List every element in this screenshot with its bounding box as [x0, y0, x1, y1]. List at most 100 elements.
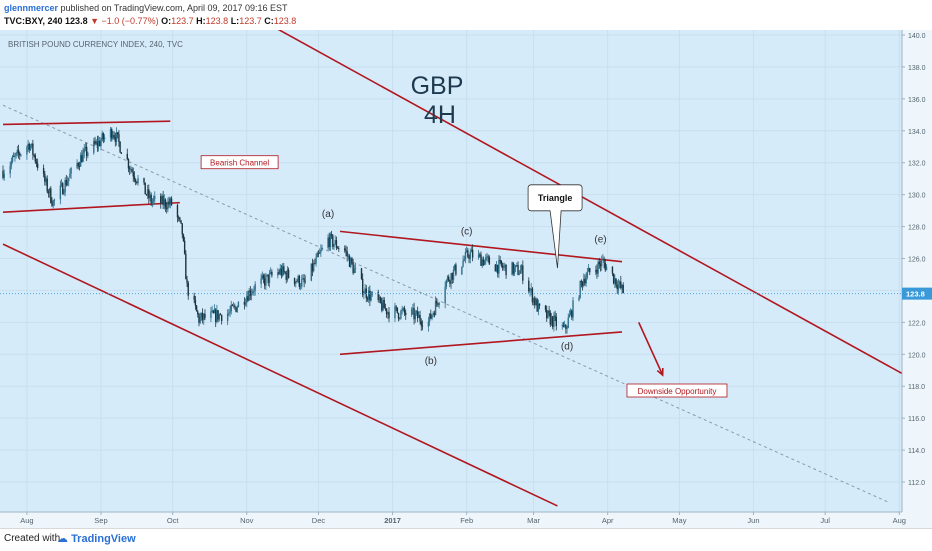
- last-price: 123.8: [65, 16, 88, 26]
- y-tick-label: 138.0: [908, 65, 926, 72]
- candle-body: [451, 273, 454, 280]
- candle-body: [219, 314, 222, 316]
- candle-body: [154, 196, 156, 200]
- x-tick-label: Apr: [602, 516, 614, 525]
- high-label: H:: [196, 16, 206, 26]
- candle-body: [377, 292, 379, 301]
- candle-body: [63, 192, 65, 195]
- author-link[interactable]: glennmercer: [4, 3, 59, 13]
- open-label: O:: [161, 16, 172, 26]
- symbol-label[interactable]: TVC:BXY, 240: [4, 16, 63, 26]
- candle-body: [329, 234, 332, 248]
- candle-body: [137, 178, 139, 184]
- callout-text: Triangle: [538, 193, 573, 203]
- candle-body: [581, 282, 584, 286]
- range-bottom-line[interactable]: [2, 201, 180, 214]
- candle-body: [228, 312, 230, 314]
- candle-body: [345, 250, 347, 252]
- candle-body: [60, 183, 63, 186]
- candle-body: [180, 220, 182, 224]
- candle-body: [333, 244, 335, 247]
- candle-body: [78, 166, 81, 167]
- time-axis[interactable]: [0, 512, 902, 528]
- candle-body: [586, 271, 589, 278]
- candle-body: [317, 252, 320, 254]
- open-value: 123.7: [171, 16, 194, 26]
- candle-body: [468, 256, 470, 259]
- candle-body: [498, 260, 500, 274]
- candle-body: [93, 140, 95, 153]
- candle-body: [15, 152, 17, 156]
- candle-body: [454, 264, 456, 270]
- candle-body: [549, 312, 552, 325]
- candle-body: [299, 286, 302, 288]
- candle-body: [446, 276, 449, 281]
- candle-body: [287, 269, 290, 278]
- candle-body: [604, 262, 606, 271]
- candle-body: [522, 265, 524, 281]
- candle-body: [617, 284, 620, 290]
- high-value: 123.8: [205, 16, 229, 26]
- candle-body: [277, 272, 279, 276]
- tradingview-logo[interactable]: ☁ TradingView: [57, 532, 136, 545]
- candle-body: [538, 303, 541, 306]
- candle-body: [254, 283, 256, 291]
- triangle-lower-line[interactable]: [339, 331, 623, 356]
- candle-body: [203, 313, 205, 320]
- tradingview-brand: TradingView: [71, 533, 136, 545]
- wave-label: (e): [594, 235, 606, 246]
- candle-body: [519, 270, 522, 274]
- candle-body: [44, 173, 46, 182]
- candle-body: [448, 276, 450, 281]
- triangle-callout[interactable]: Triangle: [527, 184, 583, 269]
- candle-body: [268, 273, 271, 283]
- candle-body: [513, 267, 516, 274]
- candle-body: [382, 299, 384, 311]
- x-tick-label: Nov: [240, 516, 254, 525]
- candle-body: [220, 315, 223, 322]
- candle-body: [347, 255, 350, 257]
- price-axis[interactable]: [902, 30, 932, 528]
- candle-body: [410, 309, 413, 315]
- annotation-box[interactable]: Downside Opportunity: [626, 383, 728, 398]
- candle-body: [313, 262, 315, 272]
- candle-body: [11, 156, 14, 162]
- candle-body: [99, 140, 101, 146]
- chart-header: glennmercer published on TradingView.com…: [0, 0, 932, 30]
- candle-body: [226, 313, 229, 322]
- triangle-upper-line[interactable]: [339, 230, 623, 263]
- candle-body: [111, 129, 113, 139]
- candle-body: [151, 201, 154, 204]
- candle-body: [109, 129, 112, 138]
- y-tick-label: 112.0: [908, 480, 925, 487]
- candle-body: [96, 141, 99, 147]
- candle-body: [267, 274, 269, 283]
- candle-body: [161, 195, 163, 204]
- range-top-line[interactable]: [2, 120, 171, 126]
- price-chart[interactable]: (a) (b) (c) (d) (e) Bearish Channel Downside O…: [0, 30, 932, 528]
- candle-body: [585, 277, 587, 284]
- candle-body: [622, 284, 624, 294]
- candle-body: [420, 321, 422, 326]
- candle-body: [555, 316, 557, 327]
- downside-arrow-shaft: [638, 322, 664, 376]
- candle-body: [615, 278, 617, 286]
- candle-body: [428, 313, 431, 322]
- candle-body: [265, 275, 267, 286]
- channel-lower-line[interactable]: [2, 243, 558, 507]
- candle-body: [177, 217, 180, 219]
- candle-body: [589, 268, 591, 273]
- candle-body: [467, 250, 469, 257]
- candle-body: [16, 149, 19, 153]
- candle-body: [212, 310, 215, 314]
- candle-body: [587, 268, 590, 272]
- candle-body: [387, 312, 389, 315]
- annotation-box[interactable]: Bearish Channel: [200, 155, 279, 170]
- candle-body: [332, 235, 334, 247]
- candle-body: [217, 310, 219, 320]
- candle-body: [351, 258, 353, 264]
- candle-body: [580, 280, 583, 283]
- downside-arrow-head-icon: [656, 368, 664, 377]
- candle-body: [166, 207, 168, 210]
- candle-body: [232, 305, 235, 307]
